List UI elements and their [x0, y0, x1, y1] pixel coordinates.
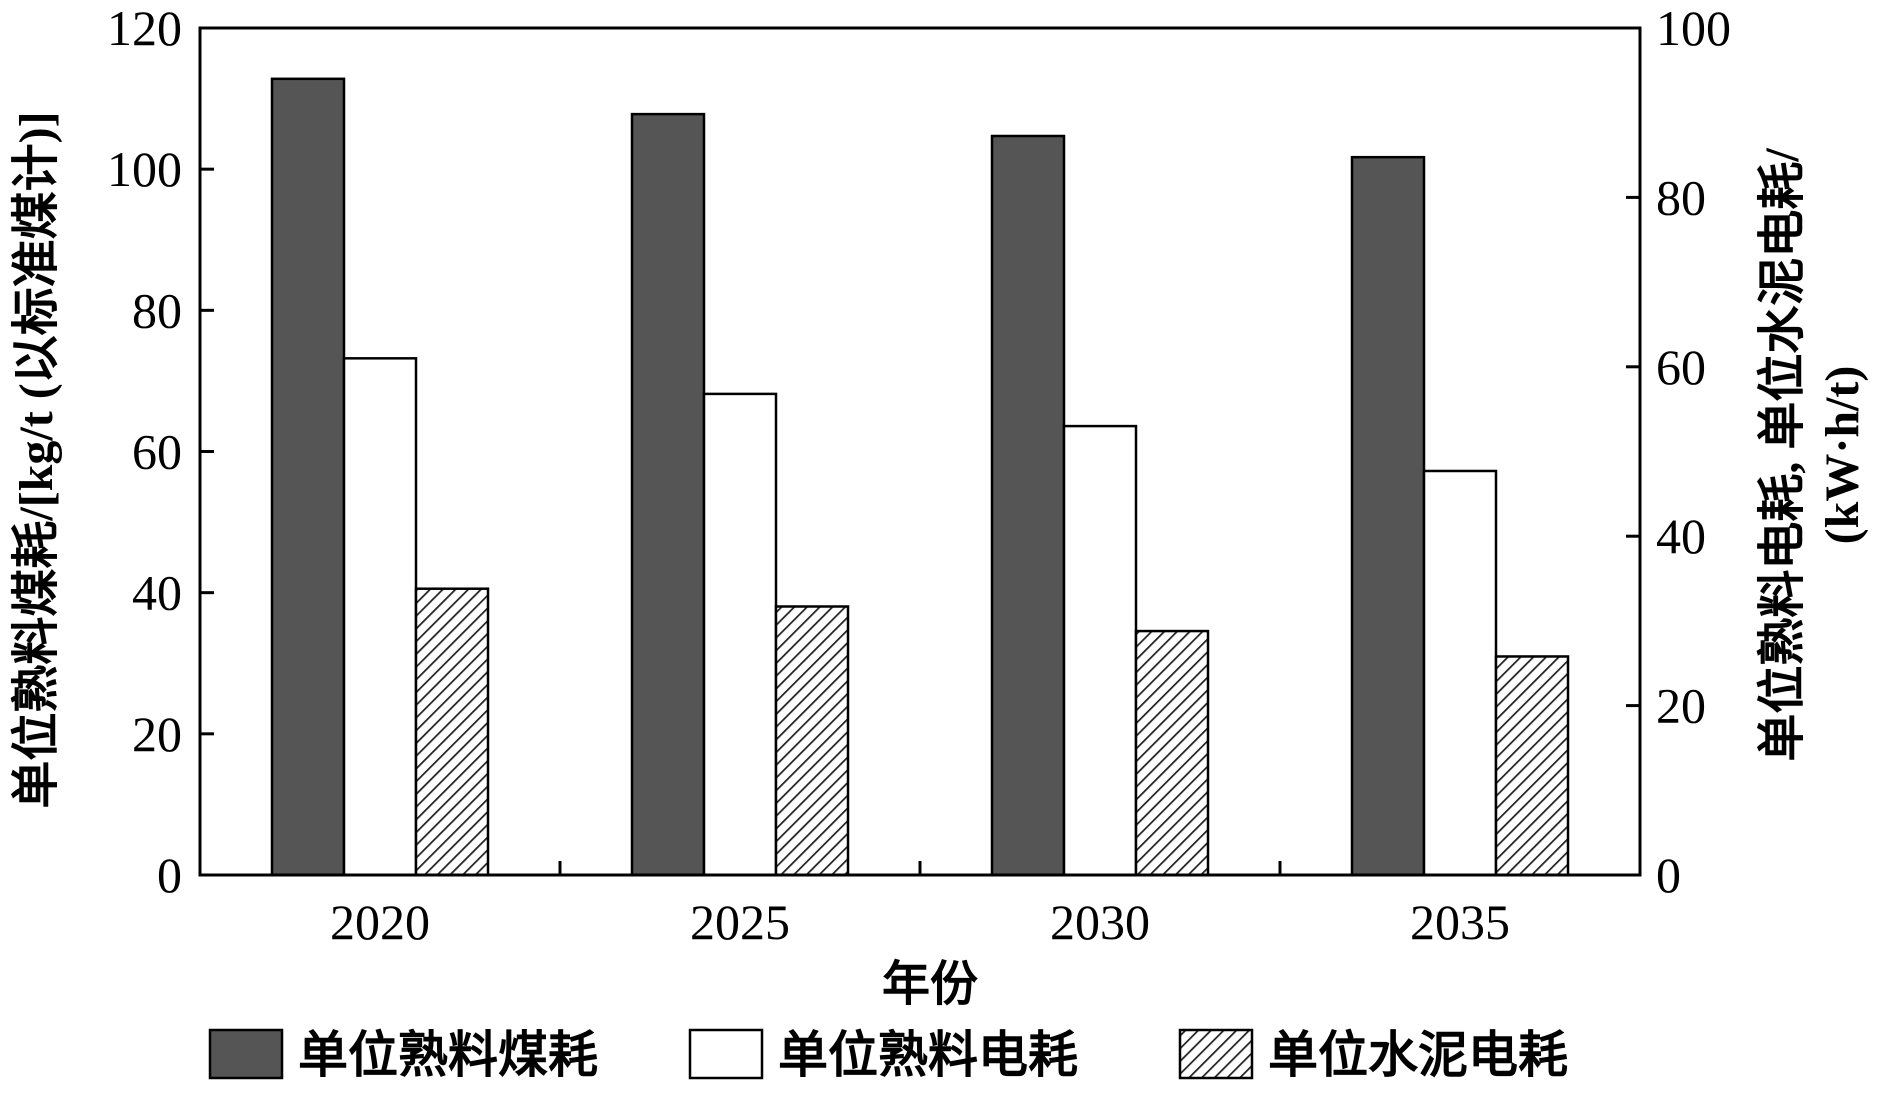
bar-单位水泥电耗-2035: [1494, 655, 1570, 877]
bar-单位熟料电耗-2030: [1062, 424, 1138, 877]
y-right-tick-label: 0: [1656, 847, 1681, 903]
x-tick-label: 2025: [690, 894, 790, 950]
bar-单位水泥电耗-2025: [774, 605, 850, 877]
legend-swatch-单位熟料煤耗: [208, 1028, 284, 1080]
y-left-tick-label: 0: [157, 847, 182, 903]
x-tick-label: 2020: [330, 894, 430, 950]
y-right-tick-label: 60: [1656, 339, 1706, 395]
bar-单位熟料电耗-2025: [702, 392, 778, 877]
x-tick-label: 2035: [1410, 894, 1510, 950]
bar-单位熟料煤耗-2030: [990, 134, 1066, 877]
bar-单位熟料电耗-2020: [342, 357, 418, 877]
bar-单位熟料煤耗-2020: [270, 77, 346, 877]
y-left-tick-label: 120: [107, 0, 182, 56]
bar-单位熟料煤耗-2035: [1350, 155, 1426, 877]
y-axis-right-title-line2: (kW·h/t): [1816, 366, 1869, 545]
y-left-tick-label: 60: [132, 424, 182, 480]
legend-label-单位水泥电耗: 单位水泥电耗: [1268, 1027, 1568, 1083]
y-right-tick-label: 40: [1656, 508, 1706, 564]
bar-单位水泥电耗-2030: [1134, 629, 1210, 877]
y-right-tick-label: 80: [1656, 169, 1706, 225]
legend-swatch-单位水泥电耗: [1178, 1028, 1254, 1080]
bar-单位熟料电耗-2035: [1422, 469, 1498, 877]
legend-label-单位熟料电耗: 单位熟料电耗: [778, 1027, 1078, 1083]
x-axis-title: 年份: [882, 958, 978, 1011]
y-right-tick-label: 100: [1656, 0, 1731, 56]
y-right-tick-label: 20: [1656, 678, 1706, 734]
axes-group: 0 20 40 60 80 100 120 0 20 40 60 80 100 2020 2025 2030 2…: [107, 0, 1731, 950]
y-left-tick-label: 100: [107, 141, 182, 197]
legend-swatch-单位熟料电耗: [688, 1028, 764, 1080]
y-left-tick-label: 20: [132, 706, 182, 762]
y-axis-left-title: 单位熟料煤耗/[kg/t (以标准煤计)]: [10, 111, 63, 808]
bar-单位水泥电耗-2020: [414, 587, 490, 877]
y-left-tick-label: 80: [132, 282, 182, 338]
x-tick-label: 2030: [1050, 894, 1150, 950]
bar-单位熟料煤耗-2025: [630, 112, 706, 877]
y-left-tick-label: 40: [132, 565, 182, 621]
legend: 单位熟料煤耗 单位熟料电耗 单位水泥电耗: [208, 1027, 1568, 1083]
bars-group: [270, 77, 1570, 877]
legend-label-单位熟料煤耗: 单位熟料煤耗: [298, 1027, 598, 1083]
y-axis-right-title-line1: 单位熟料电耗, 单位水泥电耗/: [1756, 148, 1809, 762]
